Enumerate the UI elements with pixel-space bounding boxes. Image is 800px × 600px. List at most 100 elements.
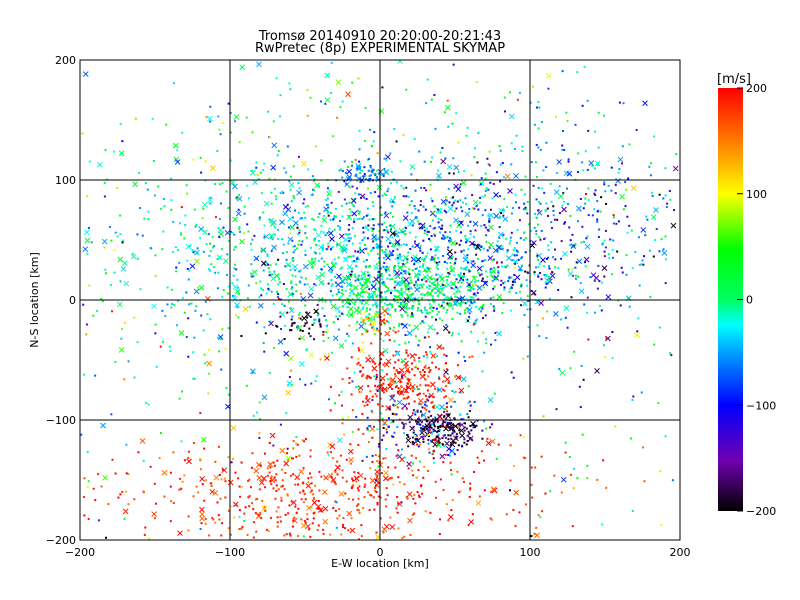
data-point [426,469,429,472]
data-point [449,434,452,437]
data-point [432,457,435,460]
data-point [419,419,422,422]
data-point [417,469,420,472]
data-point [483,351,486,354]
data-point [220,248,223,251]
data-point [351,477,354,480]
data-point [534,466,537,469]
data-point [254,512,257,515]
data-point [457,422,460,425]
data-point-x [151,303,157,310]
data-point [411,329,414,332]
data-point [159,432,162,435]
data-point [444,362,447,365]
data-point [154,323,157,326]
data-point [442,286,445,289]
data-point [365,330,368,333]
data-point [450,437,453,440]
data-point [474,229,477,232]
data-point [363,172,366,175]
data-point [309,455,312,458]
data-point [362,231,365,234]
data-point-x [466,306,473,313]
data-point [258,436,261,439]
data-point-x [513,173,519,179]
data-point [435,496,438,499]
data-point [358,160,361,163]
data-point [432,428,435,431]
data-point [229,505,232,508]
data-point [381,438,384,441]
data-point [333,228,336,231]
data-point [374,173,377,176]
data-point [410,315,413,318]
data-point [604,229,607,232]
data-point-x [413,324,420,331]
data-point [449,224,452,227]
data-point [497,274,500,277]
data-point [377,481,380,484]
data-point-x [383,361,390,368]
data-point-x [475,500,482,506]
data-point [412,462,415,465]
data-point [431,316,434,319]
data-point [318,212,321,215]
data-point [577,275,580,278]
data-point [377,445,380,448]
data-point [416,394,419,397]
data-point [348,255,351,258]
data-point [462,301,465,304]
data-point [169,485,172,488]
data-point [407,395,410,398]
data-point [362,366,365,369]
data-point-x [534,532,540,539]
data-point [211,236,214,239]
data-point [552,209,555,212]
data-point [628,305,631,308]
data-point [350,487,353,490]
data-point [443,375,446,378]
data-point [448,201,451,204]
data-point [240,527,243,530]
data-point [378,275,381,278]
data-point-x [132,181,138,188]
data-point [212,246,215,249]
data-point [285,171,288,174]
data-point [402,387,405,390]
data-point [425,408,428,411]
data-point [317,499,320,502]
data-point [222,288,225,291]
data-point [558,212,561,215]
data-point [265,292,268,295]
data-point [412,441,415,444]
data-point [440,288,443,291]
data-point [487,163,490,166]
data-point [557,267,560,270]
data-point [409,294,412,297]
data-point [442,420,445,423]
data-point-x [371,365,378,372]
data-point [424,308,427,311]
data-point [304,225,307,228]
data-point [317,239,320,242]
data-point [379,397,382,400]
data-point [369,390,372,393]
data-point [510,142,513,145]
data-point [419,200,422,203]
data-point [364,290,367,293]
data-point [535,266,538,269]
data-point [429,285,432,288]
data-point [488,246,491,249]
data-point [326,330,329,333]
data-point-x [346,168,352,175]
data-point [272,302,275,305]
data-point [152,159,155,162]
data-point [125,443,128,446]
data-point [368,292,371,295]
data-point [363,244,366,247]
data-point-x [315,232,322,239]
data-point [510,212,513,215]
data-point [387,312,390,315]
data-point [499,149,502,152]
data-point [310,482,313,485]
